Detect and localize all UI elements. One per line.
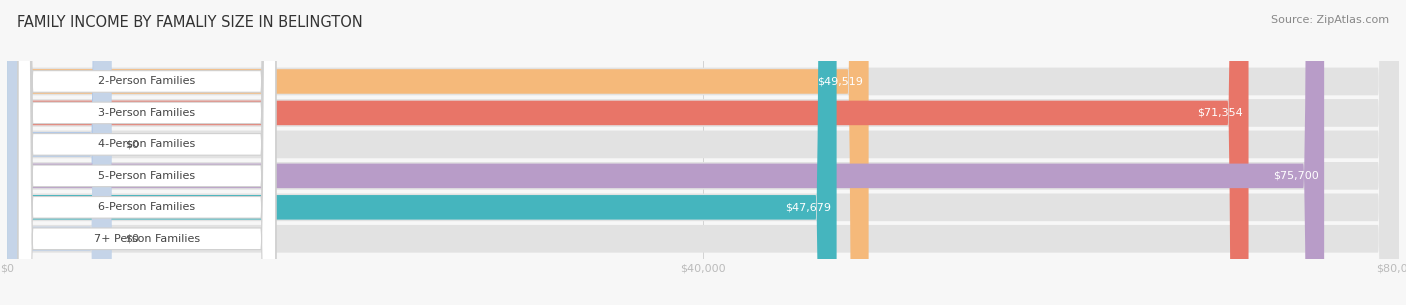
Text: 2-Person Families: 2-Person Families bbox=[98, 77, 195, 86]
FancyBboxPatch shape bbox=[7, 0, 1399, 305]
Text: $0: $0 bbox=[125, 234, 139, 244]
Text: 4-Person Families: 4-Person Families bbox=[98, 139, 195, 149]
FancyBboxPatch shape bbox=[7, 0, 1399, 305]
FancyBboxPatch shape bbox=[18, 0, 276, 305]
FancyBboxPatch shape bbox=[7, 0, 837, 305]
Text: $49,519: $49,519 bbox=[817, 77, 863, 86]
Text: Source: ZipAtlas.com: Source: ZipAtlas.com bbox=[1271, 15, 1389, 25]
Text: FAMILY INCOME BY FAMALIY SIZE IN BELINGTON: FAMILY INCOME BY FAMALIY SIZE IN BELINGT… bbox=[17, 15, 363, 30]
FancyBboxPatch shape bbox=[7, 0, 869, 305]
FancyBboxPatch shape bbox=[7, 0, 1324, 305]
Text: $75,700: $75,700 bbox=[1272, 171, 1319, 181]
Text: 6-Person Families: 6-Person Families bbox=[98, 202, 195, 212]
FancyBboxPatch shape bbox=[18, 0, 276, 305]
Text: $0: $0 bbox=[125, 139, 139, 149]
Text: 5-Person Families: 5-Person Families bbox=[98, 171, 195, 181]
FancyBboxPatch shape bbox=[18, 0, 276, 305]
FancyBboxPatch shape bbox=[7, 0, 1399, 305]
Text: 3-Person Families: 3-Person Families bbox=[98, 108, 195, 118]
FancyBboxPatch shape bbox=[7, 0, 111, 305]
FancyBboxPatch shape bbox=[18, 0, 276, 305]
FancyBboxPatch shape bbox=[18, 0, 276, 305]
Text: 7+ Person Families: 7+ Person Families bbox=[94, 234, 200, 244]
Text: $71,354: $71,354 bbox=[1198, 108, 1243, 118]
FancyBboxPatch shape bbox=[18, 0, 276, 305]
FancyBboxPatch shape bbox=[7, 0, 1399, 305]
FancyBboxPatch shape bbox=[7, 0, 1399, 305]
FancyBboxPatch shape bbox=[7, 0, 1249, 305]
FancyBboxPatch shape bbox=[7, 0, 111, 305]
FancyBboxPatch shape bbox=[7, 0, 1399, 305]
Text: $47,679: $47,679 bbox=[785, 202, 831, 212]
